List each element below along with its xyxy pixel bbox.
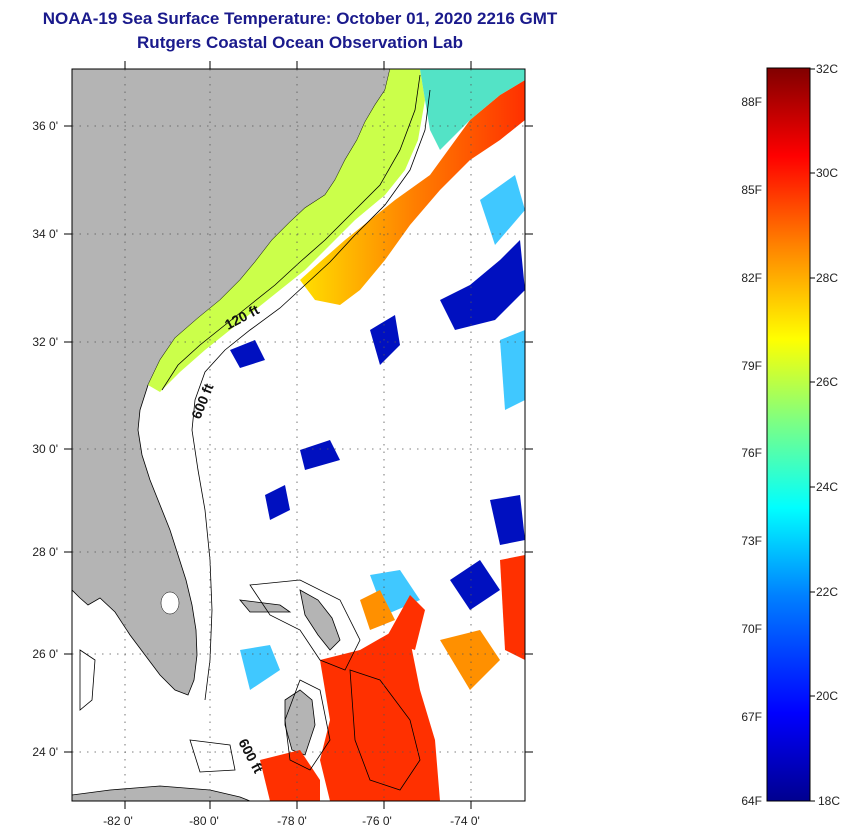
lat-tick-label: 34 0' (32, 227, 58, 241)
colorbar-fahrenheit-label: 82F (741, 271, 762, 285)
shelf-water (148, 69, 425, 392)
land-mainland (72, 69, 391, 696)
colorbar (766, 67, 811, 802)
colorbar-fahrenheit-label: 67F (741, 710, 762, 724)
graticule (72, 69, 525, 801)
page-title: NOAA-19 Sea Surface Temperature: October… (42, 9, 558, 28)
colorbar-celsius-label: 32C (816, 62, 838, 76)
colorbar-fahrenheit-label: 88F (741, 95, 762, 109)
bathymetry-contours (79, 74, 431, 791)
colorbar-celsius-label: 26C (816, 375, 838, 389)
lat-tick-label: 36 0' (32, 119, 58, 133)
axis-tick-marks (64, 61, 533, 809)
lat-tick-label: 32 0' (32, 335, 58, 349)
lon-tick-label: -82 0' (103, 814, 133, 828)
land-bahamas-grand (239, 599, 292, 613)
colorbar-celsius-label: 28C (816, 271, 838, 285)
lat-tick-label: 26 0' (32, 647, 58, 661)
colorbar-fahrenheit-label: 79F (741, 359, 762, 373)
cold-water-patches (230, 240, 525, 610)
lon-tick-label: -74 0' (450, 814, 480, 828)
lat-tick-label: 24 0' (32, 745, 58, 759)
colorbar-celsius-label: 18C (818, 794, 840, 808)
gulf-stream (300, 80, 525, 305)
colorbar-celsius-label: 24C (816, 480, 838, 494)
colorbar-fahrenheit-label: 76F (741, 446, 762, 460)
colorbar-ticks (810, 68, 815, 802)
colorbar-celsius-label: 30C (816, 166, 838, 180)
lon-tick-label: -76 0' (362, 814, 392, 828)
colorbar-celsius-label: 22C (816, 585, 838, 599)
northern-shelf-water (420, 69, 525, 150)
colorbar-fahrenheit-label: 64F (741, 794, 762, 808)
lat-tick-label: 28 0' (32, 545, 58, 559)
page-subtitle: Rutgers Coastal Ocean Observation Lab (137, 33, 463, 52)
colorbar-fahrenheit-label: 85F (741, 183, 762, 197)
land-bahamas-abaco (299, 589, 341, 651)
colorbar-fahrenheit-label: 73F (741, 534, 762, 548)
colorbar-fahrenheit-label: 70F (741, 622, 762, 636)
lat-tick-label: 30 0' (32, 442, 58, 456)
map-panel (72, 69, 525, 801)
warm-water-orange (360, 590, 500, 690)
colorbar-celsius-label: 20C (816, 689, 838, 703)
lon-tick-label: -80 0' (189, 814, 219, 828)
lake-okeechobee (160, 591, 180, 615)
land-cuba (72, 785, 251, 801)
lon-tick-label: -78 0' (277, 814, 307, 828)
map-frame (71, 68, 526, 802)
